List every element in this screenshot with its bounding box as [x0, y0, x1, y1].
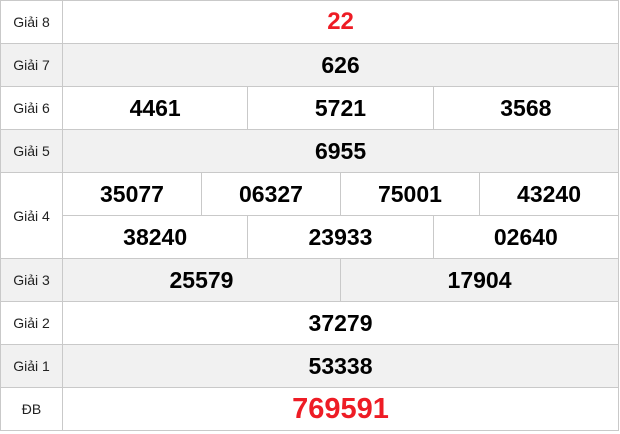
prize-number: 3568	[432, 86, 620, 130]
prize-label-g8: Giải 8	[0, 0, 63, 44]
prize-number: 35077	[62, 172, 202, 216]
prize-row-g2: Giải 2 37279	[0, 301, 620, 345]
prize-row-g7: Giải 7 626	[0, 43, 620, 87]
prize-number: 25579	[62, 258, 341, 302]
prize-row-g4-line2: 38240 23933 02640	[1, 215, 620, 259]
prize-number: 5721	[247, 86, 434, 130]
prize-number: 38240	[61, 215, 249, 259]
prize-number: 06327	[200, 172, 341, 216]
prize-label-db: ĐB	[0, 387, 63, 431]
prize-label-g2: Giải 2	[0, 301, 63, 345]
prize-number: 626	[61, 43, 620, 87]
prize-number: 769591	[61, 387, 620, 431]
prize-number: 02640	[432, 215, 620, 259]
prize-number: 17904	[339, 258, 620, 302]
prize-row-g5: Giải 5 6955	[0, 129, 620, 173]
prize-number: 53338	[61, 344, 620, 388]
prize-number: 23933	[247, 215, 434, 259]
prize-label-g6: Giải 6	[0, 86, 63, 130]
prize-label-g1: Giải 1	[0, 344, 63, 388]
prize-row-g6: Giải 6 4461 5721 3568	[0, 86, 620, 130]
prize-number: 75001	[339, 172, 480, 216]
prize-row-g4-line1: Giải 4 35077 06327 75001 43240	[0, 172, 620, 259]
prize-number: 6955	[61, 129, 620, 173]
prize-label-g3: Giải 3	[0, 258, 63, 302]
prize-label-g4: Giải 4	[0, 172, 63, 259]
prize-number: 43240	[478, 172, 620, 216]
prize-label-g7: Giải 7	[0, 43, 63, 87]
prize-number: 4461	[61, 86, 249, 130]
prize-number: 37279	[61, 301, 620, 345]
prize-row-g1: Giải 1 53338	[0, 344, 620, 388]
prize-row-db: ĐB 769591	[0, 387, 620, 431]
prize-number: 22	[61, 0, 620, 44]
prize-row-g3: Giải 3 25579 17904	[0, 258, 620, 302]
prize-label-g5: Giải 5	[0, 129, 63, 173]
prize-row-g8: Giải 8 22	[0, 0, 620, 44]
